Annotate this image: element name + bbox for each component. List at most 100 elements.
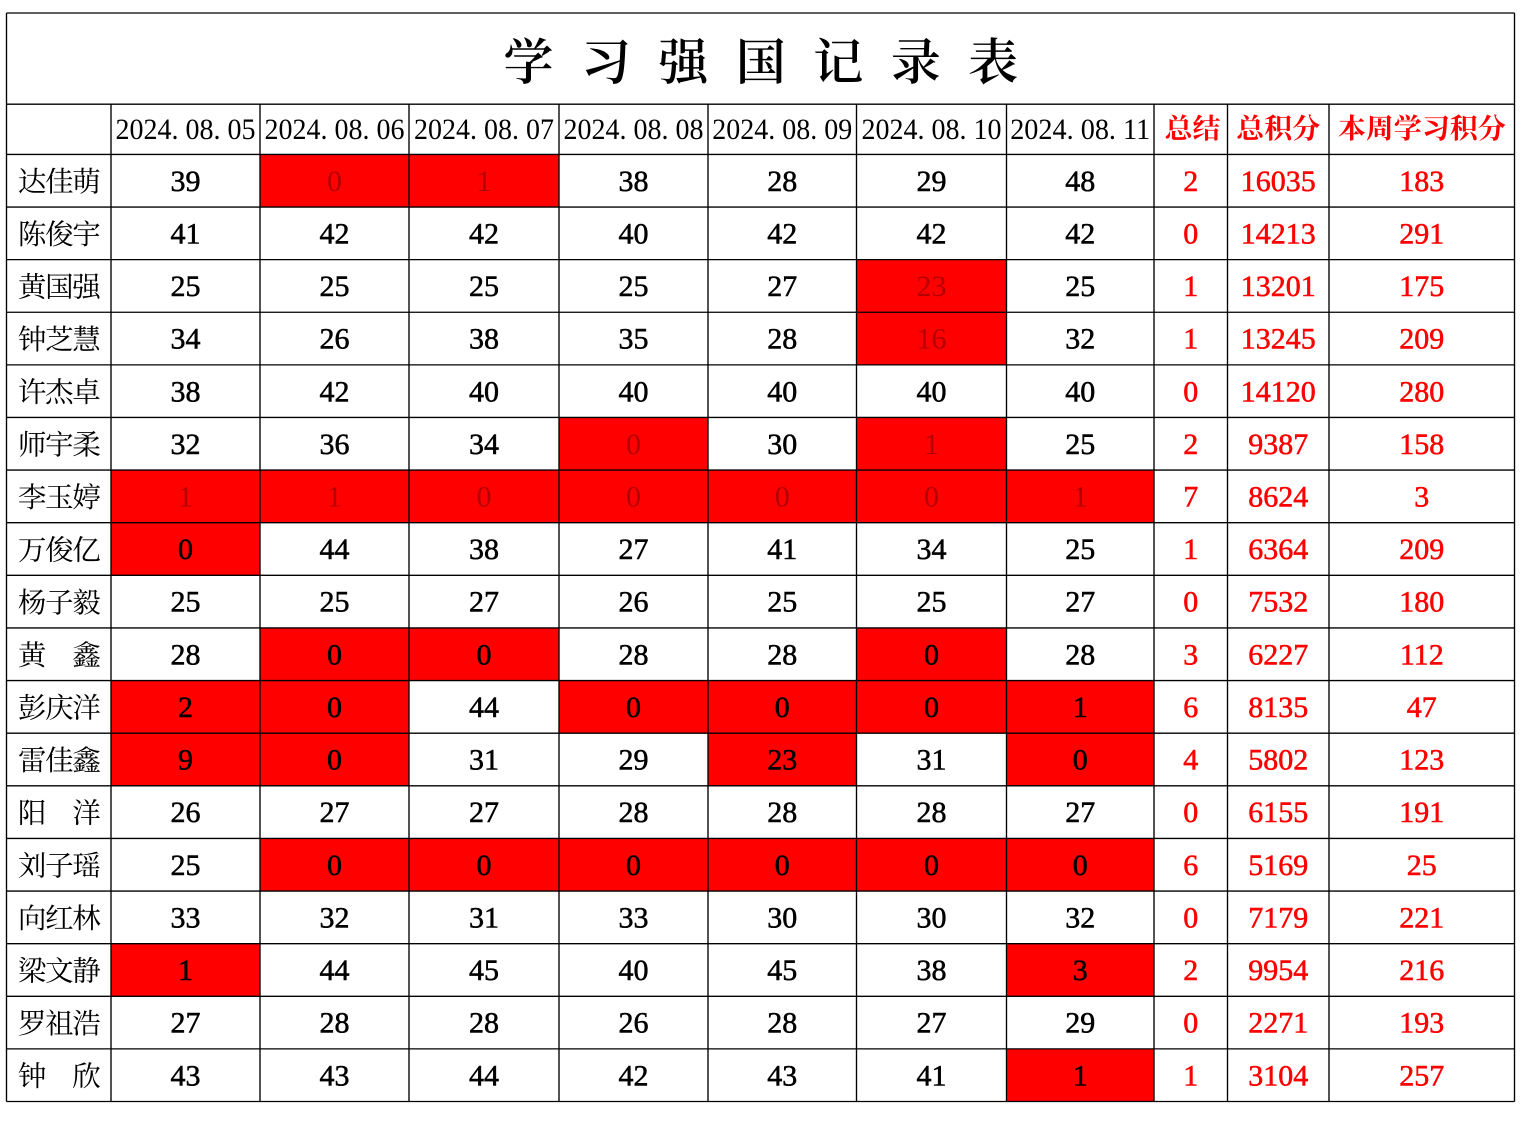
svg-text:25: 25 [171, 849, 201, 882]
svg-text:0: 0 [626, 691, 641, 724]
svg-text:180: 180 [1399, 586, 1444, 619]
svg-text:28: 28 [917, 796, 947, 829]
svg-text:8624: 8624 [1248, 481, 1308, 514]
svg-text:42: 42 [320, 217, 350, 250]
svg-text:44: 44 [320, 954, 350, 987]
svg-text:38: 38 [469, 323, 499, 356]
svg-text:14213: 14213 [1241, 217, 1316, 250]
svg-text:0: 0 [327, 849, 342, 882]
svg-text:2024. 08. 07: 2024. 08. 07 [414, 113, 554, 146]
svg-text:1: 1 [178, 954, 193, 987]
svg-text:32: 32 [1065, 901, 1095, 934]
svg-text:3: 3 [1073, 954, 1088, 987]
svg-text:2024. 08. 05: 2024. 08. 05 [116, 113, 256, 146]
svg-text:0: 0 [626, 428, 641, 461]
svg-text:30: 30 [767, 901, 797, 934]
svg-text:41: 41 [171, 217, 201, 250]
svg-text:25: 25 [469, 270, 499, 303]
svg-text:31: 31 [469, 744, 499, 777]
svg-text:209: 209 [1399, 323, 1444, 356]
svg-text:13245: 13245 [1241, 323, 1316, 356]
svg-text:0: 0 [1183, 375, 1198, 408]
svg-text:38: 38 [917, 954, 947, 987]
svg-text:209: 209 [1399, 533, 1444, 566]
svg-text:28: 28 [320, 1007, 350, 1040]
svg-text:2271: 2271 [1248, 1007, 1308, 1040]
svg-text:34: 34 [917, 533, 947, 566]
svg-text:25: 25 [1065, 428, 1095, 461]
svg-text:31: 31 [469, 901, 499, 934]
svg-text:27: 27 [469, 796, 499, 829]
svg-text:32: 32 [171, 428, 201, 461]
svg-text:42: 42 [1065, 217, 1095, 250]
svg-text:45: 45 [469, 954, 499, 987]
svg-text:40: 40 [619, 375, 649, 408]
svg-text:43: 43 [320, 1059, 350, 1092]
svg-text:2024. 08. 11: 2024. 08. 11 [1010, 113, 1150, 146]
svg-text:216: 216 [1399, 954, 1444, 987]
svg-text:34: 34 [469, 428, 499, 461]
svg-text:0: 0 [327, 638, 342, 671]
svg-text:0: 0 [1183, 901, 1198, 934]
svg-text:2: 2 [178, 691, 193, 724]
svg-text:0: 0 [775, 481, 790, 514]
svg-text:40: 40 [469, 375, 499, 408]
svg-text:40: 40 [619, 217, 649, 250]
svg-text:9: 9 [178, 744, 193, 777]
svg-text:47: 47 [1407, 691, 1437, 724]
svg-text:25: 25 [767, 586, 797, 619]
svg-text:6: 6 [1183, 849, 1198, 882]
svg-text:25: 25 [171, 586, 201, 619]
svg-text:1: 1 [1183, 1059, 1198, 1092]
svg-text:1: 1 [178, 481, 193, 514]
svg-text:26: 26 [619, 586, 649, 619]
svg-text:26: 26 [619, 1007, 649, 1040]
svg-text:40: 40 [767, 375, 797, 408]
svg-text:33: 33 [619, 901, 649, 934]
svg-text:175: 175 [1399, 270, 1444, 303]
svg-text:193: 193 [1399, 1007, 1444, 1040]
svg-text:6364: 6364 [1248, 533, 1308, 566]
svg-text:35: 35 [619, 323, 649, 356]
svg-text:41: 41 [767, 533, 797, 566]
svg-text:28: 28 [619, 796, 649, 829]
svg-text:221: 221 [1399, 901, 1444, 934]
svg-text:43: 43 [767, 1059, 797, 1092]
svg-text:28: 28 [767, 796, 797, 829]
svg-text:9387: 9387 [1248, 428, 1308, 461]
svg-text:1: 1 [1073, 691, 1088, 724]
svg-text:26: 26 [171, 796, 201, 829]
svg-text:7532: 7532 [1248, 586, 1308, 619]
svg-text:2024. 08. 09: 2024. 08. 09 [712, 113, 852, 146]
svg-text:27: 27 [320, 796, 350, 829]
svg-text:0: 0 [1073, 849, 1088, 882]
svg-text:27: 27 [171, 1007, 201, 1040]
svg-text:3104: 3104 [1248, 1059, 1308, 1092]
svg-text:42: 42 [619, 1059, 649, 1092]
svg-text:0: 0 [477, 481, 492, 514]
svg-text:6227: 6227 [1248, 638, 1308, 671]
svg-text:29: 29 [1065, 1007, 1095, 1040]
svg-text:0: 0 [1183, 217, 1198, 250]
svg-text:9954: 9954 [1248, 954, 1308, 987]
svg-text:2: 2 [1183, 954, 1198, 987]
svg-text:6: 6 [1183, 691, 1198, 724]
svg-text:29: 29 [917, 165, 947, 198]
svg-text:0: 0 [477, 638, 492, 671]
svg-text:0: 0 [1073, 744, 1088, 777]
svg-text:42: 42 [767, 217, 797, 250]
svg-text:25: 25 [171, 270, 201, 303]
svg-text:28: 28 [1065, 638, 1095, 671]
svg-text:0: 0 [327, 744, 342, 777]
svg-text:27: 27 [1065, 586, 1095, 619]
svg-text:0: 0 [775, 691, 790, 724]
svg-text:2: 2 [1183, 165, 1198, 198]
svg-text:0: 0 [924, 691, 939, 724]
svg-text:38: 38 [469, 533, 499, 566]
svg-text:2024. 08. 10: 2024. 08. 10 [862, 113, 1002, 146]
svg-text:123: 123 [1399, 744, 1444, 777]
svg-text:0: 0 [626, 481, 641, 514]
svg-text:14120: 14120 [1241, 375, 1316, 408]
svg-text:27: 27 [767, 270, 797, 303]
svg-text:42: 42 [320, 375, 350, 408]
